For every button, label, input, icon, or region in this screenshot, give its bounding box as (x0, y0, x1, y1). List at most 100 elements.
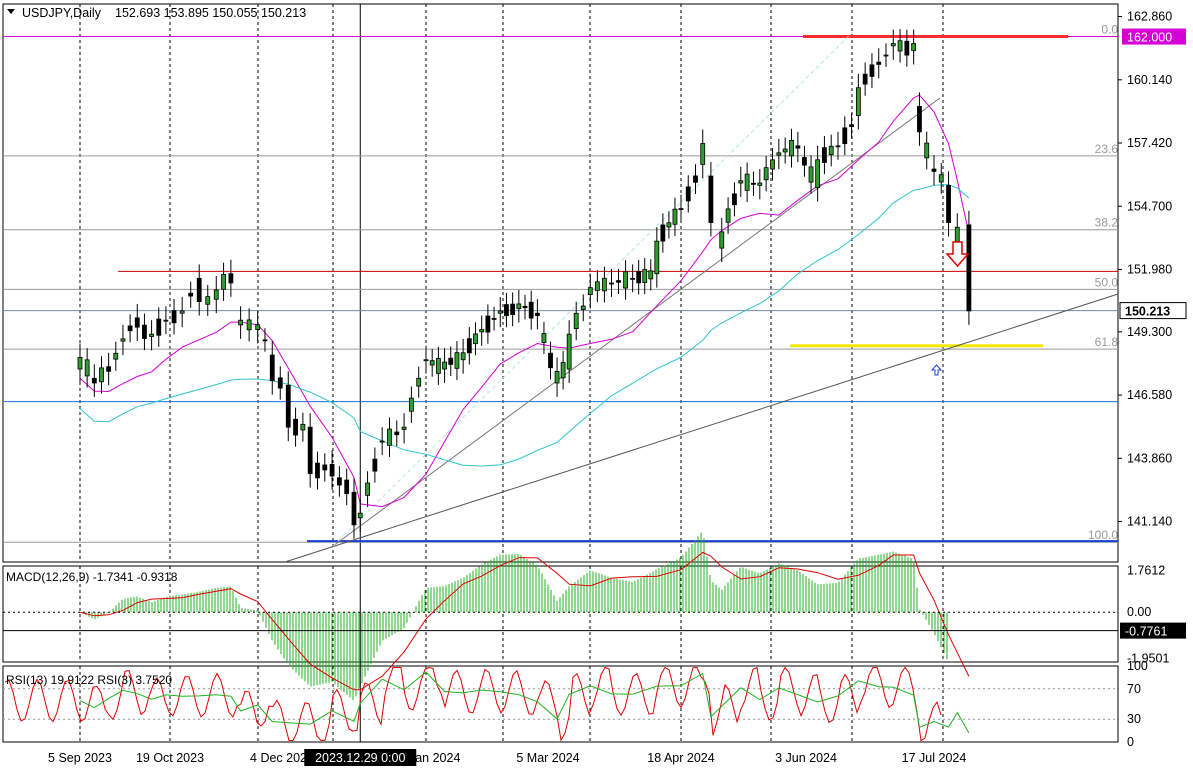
candle-body[interactable] (828, 145, 834, 156)
candle-body[interactable] (654, 240, 660, 275)
candle-body[interactable] (228, 273, 234, 284)
candle-body[interactable] (401, 426, 407, 430)
candle-body[interactable] (554, 370, 560, 384)
candle-body[interactable] (307, 426, 313, 475)
candle-body[interactable] (560, 362, 566, 379)
candle-body[interactable] (725, 208, 731, 223)
candle-body[interactable] (448, 357, 454, 365)
candle-body[interactable] (580, 305, 586, 310)
moving-average-magenta[interactable] (79, 94, 970, 508)
candle-body[interactable] (497, 310, 503, 314)
candle-body[interactable] (700, 143, 706, 165)
candle-body[interactable] (435, 358, 441, 374)
candle-body[interactable] (163, 319, 169, 322)
candle-body[interactable] (594, 281, 600, 291)
candle-body[interactable] (357, 512, 363, 519)
candle-body[interactable] (685, 186, 691, 202)
candle-body[interactable] (255, 324, 261, 330)
candle-body[interactable] (897, 40, 903, 52)
candle-body[interactable] (120, 338, 126, 342)
candle-body[interactable] (84, 359, 90, 377)
candle-body[interactable] (91, 377, 97, 384)
candle-body[interactable] (795, 145, 801, 149)
candle-body[interactable] (277, 377, 283, 389)
candle-body[interactable] (510, 303, 516, 315)
candle-body[interactable] (379, 440, 385, 443)
candle-body[interactable] (573, 312, 579, 330)
candle-body[interactable] (763, 167, 769, 181)
candle-body[interactable] (602, 277, 607, 292)
candle-body[interactable] (179, 310, 185, 314)
candle-body[interactable] (365, 482, 370, 496)
candle-body[interactable] (134, 317, 140, 328)
candle-body[interactable] (911, 43, 917, 51)
candle-body[interactable] (442, 361, 447, 370)
candle-body[interactable] (387, 428, 392, 446)
candle-body[interactable] (246, 319, 252, 331)
candle-body[interactable] (416, 377, 422, 387)
macd-signal-line[interactable] (79, 551, 970, 691)
candle-body[interactable] (213, 289, 219, 300)
candle-body[interactable] (666, 222, 672, 228)
main-price-panel[interactable]: 0.0 23.6 38.2 50.0 61.8 100.0 (3, 23, 1119, 563)
candle-body[interactable] (751, 182, 756, 185)
candle-body[interactable] (504, 304, 509, 317)
candle-body[interactable] (221, 273, 226, 290)
rsi-fast-line[interactable] (4, 666, 942, 742)
candle-body[interactable] (744, 173, 750, 191)
candle-body[interactable] (541, 333, 547, 343)
candle-body[interactable] (842, 127, 848, 145)
candle-body[interactable] (344, 479, 350, 494)
candle-body[interactable] (693, 175, 698, 183)
candle-body[interactable] (738, 180, 744, 184)
candle-body[interactable] (113, 352, 119, 360)
candle-body[interactable] (931, 168, 937, 172)
candle-body[interactable] (485, 315, 491, 333)
macd-panel[interactable] (3, 532, 1118, 701)
candle-body[interactable] (238, 319, 244, 326)
candle-body[interactable] (534, 312, 540, 316)
candle-body[interactable] (616, 280, 621, 283)
candle-body[interactable] (678, 208, 684, 211)
candle-body[interactable] (351, 491, 357, 526)
candle-body[interactable] (924, 142, 930, 159)
candle-body[interactable] (946, 184, 951, 223)
candle-body[interactable] (196, 277, 202, 303)
candle-body[interactable] (815, 159, 821, 189)
candle-body[interactable] (776, 152, 782, 156)
candle-body[interactable] (587, 287, 593, 296)
down-arrow-icon[interactable] (945, 241, 970, 268)
candle-body[interactable] (372, 458, 378, 472)
candle-body[interactable] (672, 208, 678, 225)
candle-body[interactable] (156, 318, 162, 336)
candle-body[interactable] (205, 296, 211, 305)
trendline-long[interactable] (284, 293, 1119, 563)
candle-body[interactable] (623, 271, 628, 289)
candle-body[interactable] (315, 462, 320, 479)
candle-body[interactable] (127, 325, 133, 332)
candle-body[interactable] (429, 360, 435, 366)
moving-average-cyan[interactable] (79, 184, 970, 467)
candle-body[interactable] (528, 301, 534, 319)
candle-body[interactable] (106, 366, 112, 372)
candles[interactable] (77, 29, 972, 539)
candle-body[interactable] (149, 333, 154, 337)
candle-body[interactable] (917, 105, 922, 133)
candle-body[interactable] (890, 43, 896, 47)
candle-body[interactable] (408, 397, 414, 412)
candle-body[interactable] (757, 182, 763, 186)
candle-body[interactable] (473, 333, 478, 345)
candle-body[interactable] (883, 54, 889, 57)
candle-body[interactable] (789, 139, 794, 157)
candle-body[interactable] (630, 277, 636, 280)
candle-body[interactable] (808, 166, 814, 183)
trendline-steep[interactable] (332, 97, 941, 547)
rsi-slow-line[interactable] (79, 671, 970, 734)
candle-body[interactable] (822, 147, 827, 163)
candle-body[interactable] (938, 174, 944, 183)
candle-body[interactable] (329, 463, 335, 477)
candle-body[interactable] (466, 338, 472, 354)
rsi-panel[interactable] (3, 666, 1118, 742)
